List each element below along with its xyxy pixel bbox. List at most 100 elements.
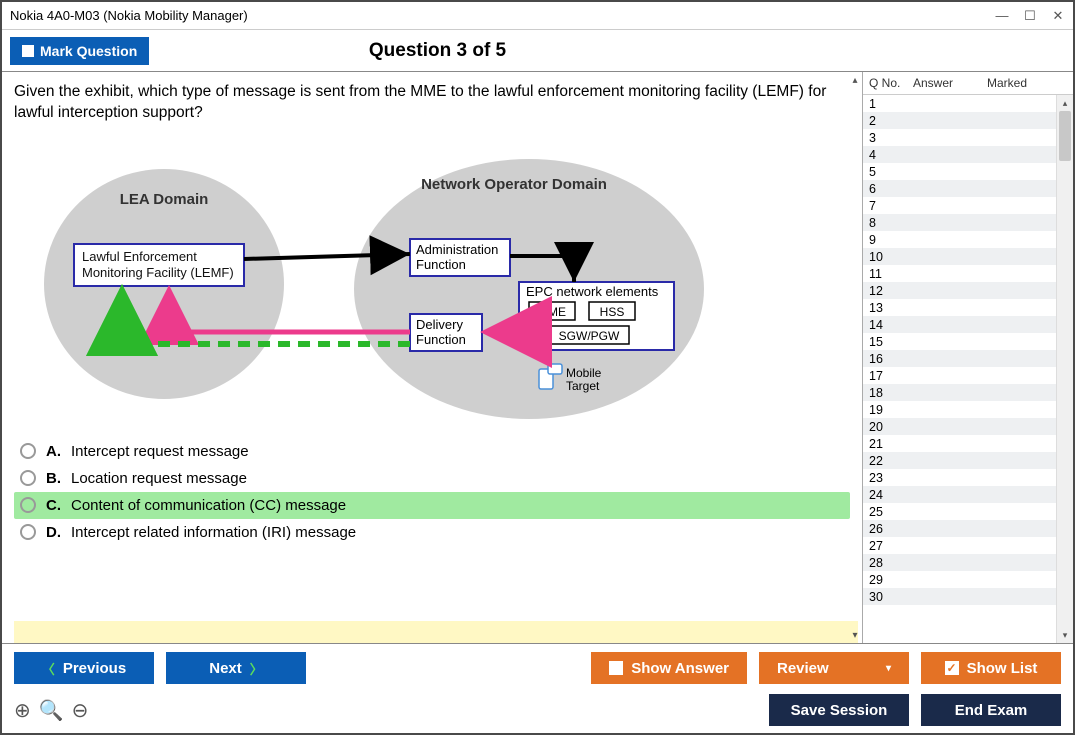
sidebar-row[interactable]: 7 [863,197,1073,214]
close-icon[interactable]: ✕ [1051,9,1065,23]
sidebar-list[interactable]: 1234567891011121314151617181920212223242… [863,95,1073,643]
previous-button[interactable]: 〈 Previous [14,652,154,684]
end-exam-button[interactable]: End Exam [921,694,1061,726]
radio-icon [20,443,36,459]
show-list-label: Show List [967,660,1038,677]
sidebar-row[interactable]: 5 [863,163,1073,180]
zoom-reset-icon[interactable]: 🔍 [39,698,64,723]
svg-text:SGW/PGW: SGW/PGW [559,329,620,343]
sidebar-row[interactable]: 27 [863,537,1073,554]
radio-icon [20,497,36,513]
sidebar-header: Q No. Answer Marked [863,72,1073,95]
answers: A. Intercept request message B. Location… [14,438,850,546]
bottom-bar: 〈 Previous Next 〉 Show Answer Review ▾ ✓… [2,643,1073,733]
sidebar-row[interactable]: 9 [863,231,1073,248]
svg-text:Administration: Administration [416,242,498,257]
svg-text:Monitoring Facility (LEMF): Monitoring Facility (LEMF) [82,265,234,280]
svg-text:Network Operator Domain: Network Operator Domain [421,176,607,193]
answer-a-label: A. [46,443,61,460]
sidebar-row[interactable]: 28 [863,554,1073,571]
show-answer-label: Show Answer [631,660,729,677]
sidebar-row[interactable]: 12 [863,282,1073,299]
next-label: Next [209,660,242,677]
sidebar-row[interactable]: 13 [863,299,1073,316]
sidebar-row[interactable]: 24 [863,486,1073,503]
sidebar-row[interactable]: 22 [863,452,1073,469]
svg-text:Function: Function [416,257,466,272]
col-qno: Q No. [869,76,913,90]
show-answer-button[interactable]: Show Answer [591,652,747,684]
col-answer: Answer [913,76,987,90]
sidebar-row[interactable]: 15 [863,333,1073,350]
scroll-down-icon[interactable]: ▾ [847,627,863,643]
exhibit-diagram: LEA Domain Lawful Enforcement Monitoring… [14,134,850,434]
sidebar-row[interactable]: 4 [863,146,1073,163]
scroll-up-icon[interactable]: ▴ [847,72,863,88]
previous-label: Previous [63,660,126,677]
scroll-down-icon[interactable]: ▾ [1057,627,1073,643]
review-label: Review [777,660,829,677]
question-counter: Question 3 of 5 [2,40,873,62]
answer-a-text: Intercept request message [71,443,249,460]
sidebar-row[interactable]: 20 [863,418,1073,435]
radio-icon [20,470,36,486]
answer-b-label: B. [46,470,61,487]
highlight-bar [14,621,858,643]
chevron-down-icon: ▾ [886,663,891,674]
answer-d-label: D. [46,524,61,541]
question-list-sidebar: Q No. Answer Marked 12345678910111213141… [863,72,1073,643]
answer-c-label: C. [46,497,61,514]
sidebar-row[interactable]: 30 [863,588,1073,605]
end-exam-label: End Exam [955,702,1028,719]
lea-domain-label: LEA Domain [120,191,209,208]
window-title: Nokia 4A0-M03 (Nokia Mobility Manager) [10,8,248,23]
scroll-thumb[interactable] [1059,111,1071,161]
next-button[interactable]: Next 〉 [166,652,306,684]
answer-b[interactable]: B. Location request message [14,465,850,492]
sidebar-row[interactable]: 1 [863,95,1073,112]
sidebar-row[interactable]: 21 [863,435,1073,452]
answer-c-text: Content of communication (CC) message [71,497,346,514]
content-pane: ▴ Given the exhibit, which type of messa… [2,72,863,643]
question-text: Given the exhibit, which type of message… [14,82,850,124]
sidebar-row[interactable]: 23 [863,469,1073,486]
answer-d-text: Intercept related information (IRI) mess… [71,524,356,541]
zoom-in-icon[interactable]: ⊕ [14,698,31,723]
svg-text:Mobile: Mobile [566,366,602,380]
sidebar-row[interactable]: 2 [863,112,1073,129]
sidebar-row[interactable]: 18 [863,384,1073,401]
sidebar-row[interactable]: 8 [863,214,1073,231]
review-button[interactable]: Review ▾ [759,652,909,684]
check-icon: ✓ [945,661,959,675]
sidebar-row[interactable]: 25 [863,503,1073,520]
sidebar-row[interactable]: 16 [863,350,1073,367]
sidebar-row[interactable]: 10 [863,248,1073,265]
sidebar-row[interactable]: 14 [863,316,1073,333]
sidebar-row[interactable]: 17 [863,367,1073,384]
svg-text:Target: Target [566,379,600,393]
answer-b-text: Location request message [71,470,247,487]
sidebar-row[interactable]: 11 [863,265,1073,282]
sidebar-row[interactable]: 6 [863,180,1073,197]
show-list-button[interactable]: ✓ Show List [921,652,1061,684]
chevron-left-icon: 〈 [42,659,55,678]
svg-text:MME: MME [538,305,566,319]
answer-d[interactable]: D. Intercept related information (IRI) m… [14,519,850,546]
sidebar-row[interactable]: 26 [863,520,1073,537]
sidebar-scrollbar[interactable]: ▴ ▾ [1056,95,1073,643]
sidebar-row[interactable]: 19 [863,401,1073,418]
sidebar-row[interactable]: 29 [863,571,1073,588]
answer-a[interactable]: A. Intercept request message [14,438,850,465]
col-marked: Marked [987,76,1067,90]
answer-c[interactable]: C. Content of communication (CC) message [14,492,850,519]
maximize-icon[interactable]: ☐ [1023,9,1037,23]
zoom-out-icon[interactable]: ⊖ [72,698,89,723]
save-session-button[interactable]: Save Session [769,694,909,726]
svg-text:Function: Function [416,332,466,347]
scroll-up-icon[interactable]: ▴ [1057,95,1073,111]
minimize-icon[interactable]: — [995,9,1009,23]
sidebar-row[interactable]: 3 [863,129,1073,146]
svg-text:Lawful Enforcement: Lawful Enforcement [82,249,197,264]
save-session-label: Save Session [791,702,888,719]
svg-text:Delivery: Delivery [416,317,463,332]
